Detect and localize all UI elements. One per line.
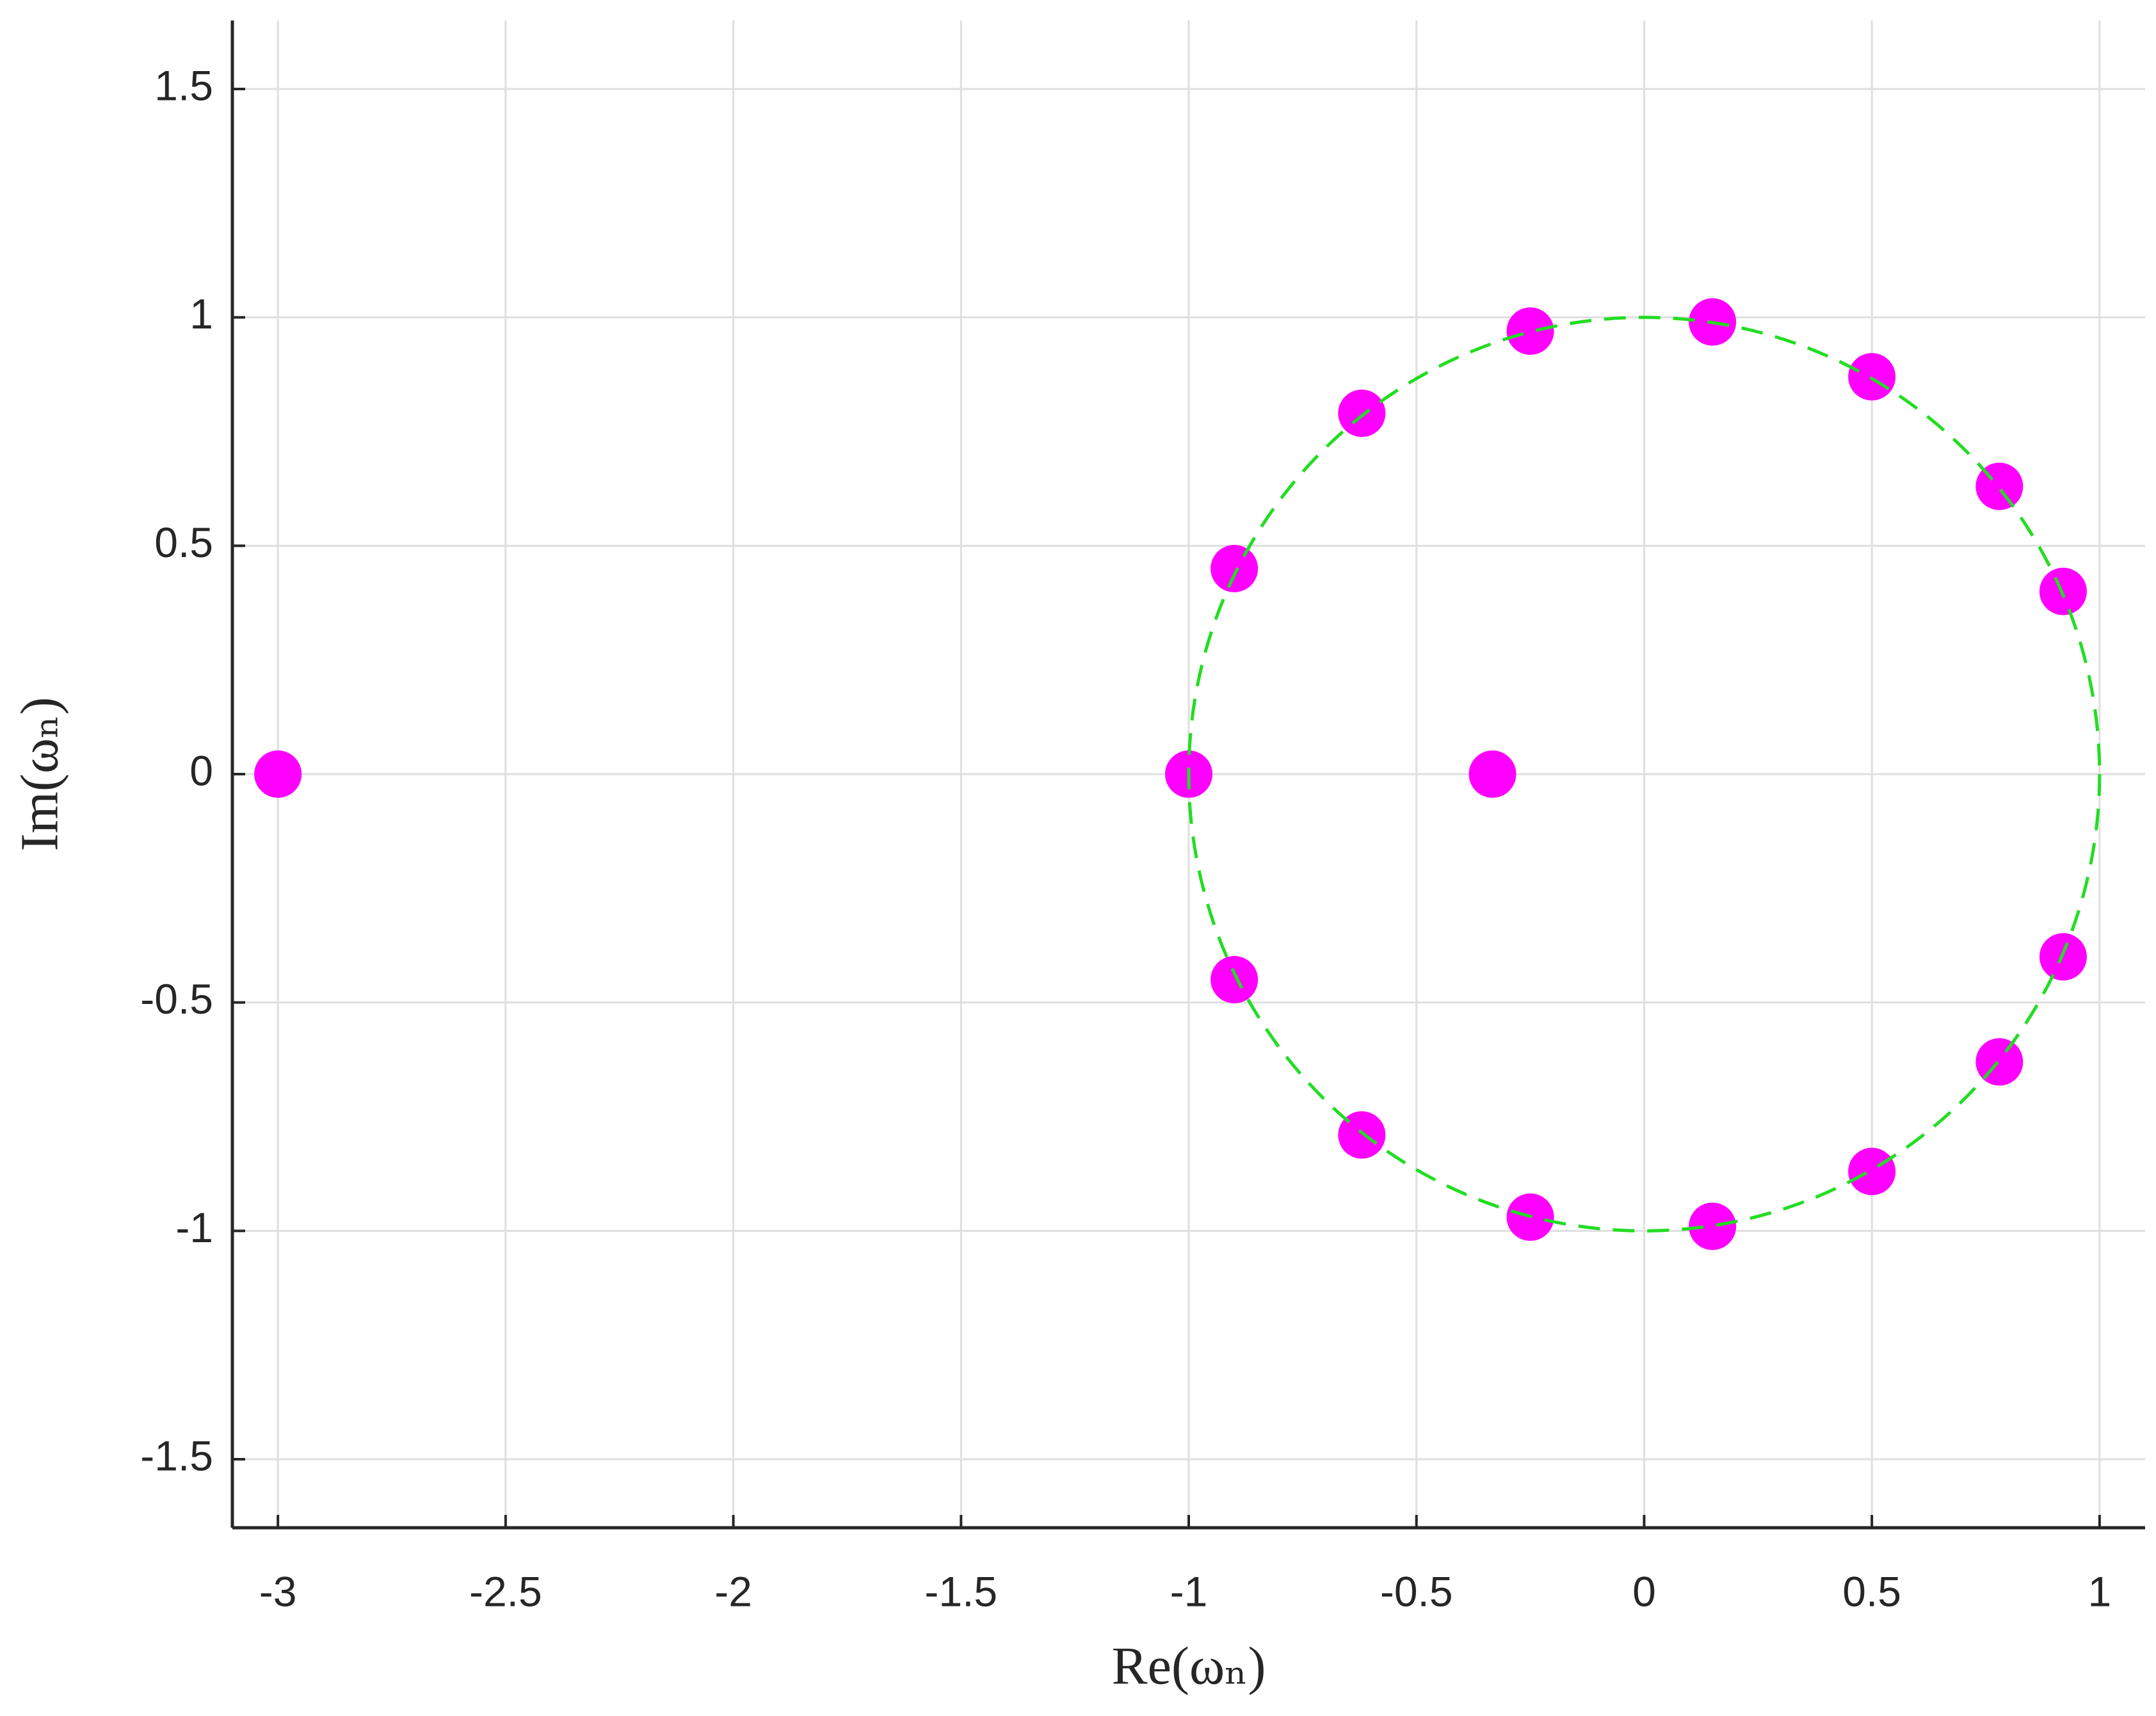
y-axis-label: Im(ωₙ) bbox=[10, 697, 69, 852]
x-tick-label: -1 bbox=[1170, 1567, 1208, 1615]
point bbox=[254, 750, 302, 798]
y-tick-label: 1.5 bbox=[154, 61, 213, 109]
unit-circle bbox=[1187, 316, 2102, 1233]
point bbox=[1689, 1202, 1737, 1251]
x-tick-label: -2 bbox=[714, 1567, 752, 1615]
y-tick-label: 0 bbox=[189, 747, 213, 794]
x-axis-label: Re(ωₙ) bbox=[1112, 1636, 1266, 1696]
x-tick-label: -3 bbox=[259, 1567, 297, 1615]
x-tick-label: -1.5 bbox=[924, 1567, 997, 1615]
y-tick-label: -1.5 bbox=[140, 1432, 213, 1479]
point bbox=[1211, 545, 1259, 592]
point bbox=[1848, 1147, 1896, 1195]
point bbox=[1338, 389, 1386, 437]
x-tick-label: 1 bbox=[2088, 1567, 2111, 1615]
y-tick-label: -0.5 bbox=[140, 975, 213, 1023]
y-tick-label: 1 bbox=[189, 290, 213, 337]
y-tick-label: 0.5 bbox=[154, 519, 213, 566]
point bbox=[1211, 956, 1259, 1003]
x-tick-label: -2.5 bbox=[469, 1567, 542, 1615]
x-tick-label: 0 bbox=[1632, 1567, 1656, 1615]
point bbox=[1975, 1038, 2023, 1086]
point bbox=[1506, 307, 1554, 355]
x-tick-label: 0.5 bbox=[1842, 1567, 1901, 1615]
y-tick-label: -1 bbox=[175, 1204, 213, 1251]
point bbox=[1338, 1111, 1386, 1159]
x-tick-label: -0.5 bbox=[1380, 1567, 1453, 1615]
point bbox=[1468, 750, 1516, 798]
